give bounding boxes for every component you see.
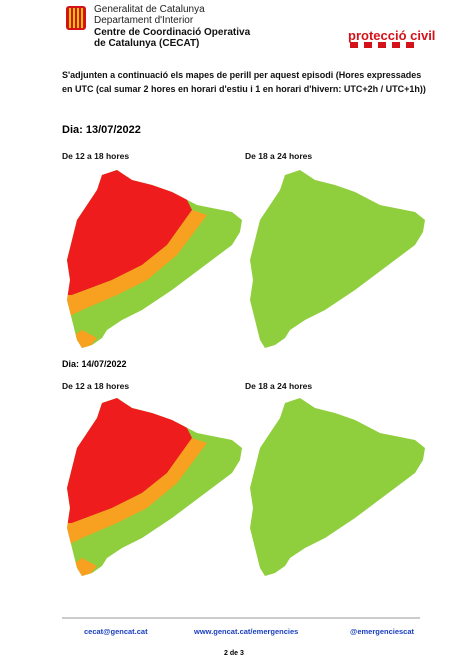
period-label: De 18 a 24 hores [245, 381, 313, 391]
center-line: Centre de Coordinació Operativa [94, 27, 251, 38]
proteccio-civil-marks [350, 42, 414, 48]
org-line: Generalitat de Catalunya [94, 4, 205, 15]
period-label: De 12 a 18 hores [62, 381, 130, 391]
period-label: De 18 a 24 hores [245, 151, 313, 161]
generalitat-logo [66, 6, 86, 30]
footer-link[interactable]: cecat@gencat.cat [84, 627, 148, 636]
intro: S'adjunten a continuació els mapes de pe… [62, 70, 426, 94]
map-day1-pm [245, 170, 425, 350]
brand: protecció civil [348, 28, 436, 43]
map-day2-am [62, 398, 242, 578]
center-line: de Catalunya (CECAT) [94, 38, 200, 49]
org-line: Departament d'Interior [94, 15, 194, 26]
page-number: 2 de 3 [224, 650, 244, 657]
map-day2-pm [245, 398, 425, 578]
day-title: Dia: 13/07/2022 [62, 124, 141, 136]
period-label: De 12 a 18 hores [62, 151, 130, 161]
map-day1-am [62, 170, 242, 350]
footer-link[interactable]: www.gencat.cat/emergencies [194, 627, 299, 636]
day-title: Dia: 14/07/2022 [62, 359, 127, 369]
footer-link[interactable]: @emergenciescat [350, 627, 415, 636]
